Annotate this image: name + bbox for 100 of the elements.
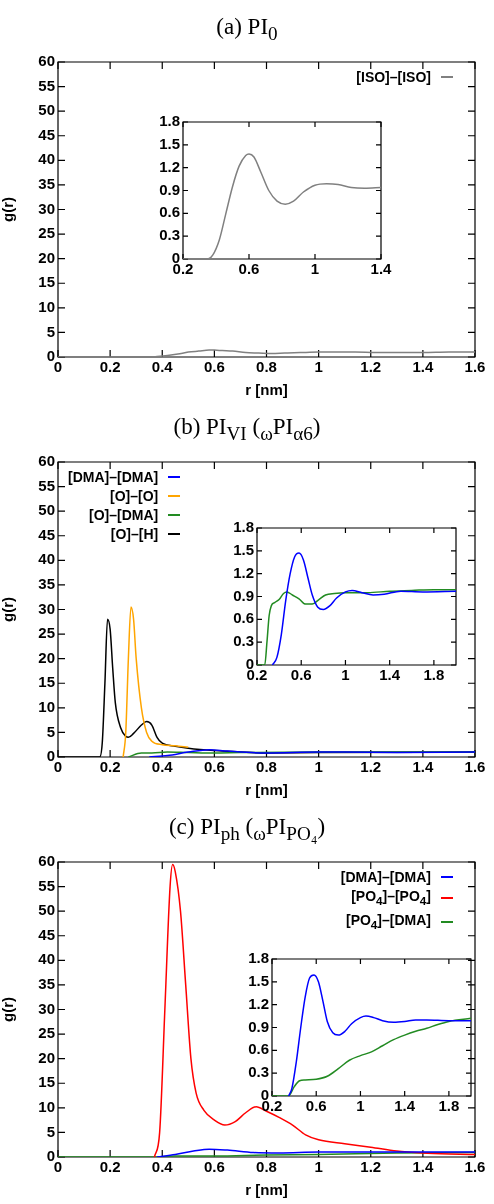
y-tick-label: 35 bbox=[38, 575, 55, 593]
y-tick-label: 1.2 bbox=[248, 994, 269, 1012]
line-series bbox=[183, 153, 381, 259]
y-tick-label: 1.8 bbox=[233, 518, 254, 536]
y-tick-label: 45 bbox=[38, 525, 55, 543]
legend-label: [ISO]–[ISO] bbox=[356, 68, 431, 86]
x-tick-label: 1.6 bbox=[464, 358, 486, 376]
y-tick-label: 0.3 bbox=[248, 1063, 269, 1081]
y-tick-label: 1.5 bbox=[159, 134, 180, 152]
legend-label: [PO$_{4}$]–[DMA] bbox=[344, 910, 431, 933]
y-tick-label: 5 bbox=[46, 322, 55, 340]
x-tick-label: 1.4 bbox=[412, 1158, 434, 1176]
x-tick-label: 0.6 bbox=[305, 1097, 327, 1115]
chart-title: (c) PI$_{ph}$ ($_{ω}$PI$_{PO₄}$) bbox=[167, 814, 327, 845]
x-tick-label: 0.6 bbox=[203, 358, 225, 376]
x-tick-label: 0.8 bbox=[256, 1158, 277, 1176]
x-tick-label: 1 bbox=[314, 1158, 323, 1176]
y-tick-label: 10 bbox=[38, 1097, 55, 1115]
y-tick-label: 25 bbox=[38, 1024, 55, 1042]
line-series bbox=[148, 748, 475, 757]
y-tick-label: 0 bbox=[46, 747, 55, 765]
y-tick-label: 30 bbox=[38, 999, 55, 1017]
y-tick-label: 0 bbox=[46, 1147, 55, 1165]
y-tick-label: 55 bbox=[38, 476, 55, 494]
y-tick-label: 20 bbox=[38, 248, 55, 266]
legend-label: [O]–[O] bbox=[109, 487, 159, 505]
y-tick-label: 40 bbox=[38, 550, 55, 568]
y-tick-label: 50 bbox=[38, 101, 55, 119]
line-series bbox=[156, 1148, 475, 1157]
y-axis-title: g(r) bbox=[0, 997, 17, 1022]
y-tick-label: 25 bbox=[38, 224, 55, 242]
x-tick-label: 0.4 bbox=[151, 758, 174, 776]
y-tick-label: 60 bbox=[38, 452, 55, 470]
x-tick-label: 0.2 bbox=[99, 358, 121, 376]
line-series bbox=[272, 1017, 471, 1096]
y-tick-label: 1.2 bbox=[233, 563, 254, 581]
x-tick-label: 1.4 bbox=[412, 758, 434, 776]
y-tick-label: 15 bbox=[38, 273, 55, 291]
y-tick-label: 25 bbox=[38, 624, 55, 642]
y-tick-label: 45 bbox=[38, 125, 55, 143]
x-tick-label: 1 bbox=[356, 1097, 365, 1115]
y-tick-label: 0.6 bbox=[248, 1040, 269, 1058]
y-tick-label: 0.3 bbox=[233, 632, 254, 650]
x-tick-label: 1 bbox=[314, 758, 323, 776]
y-tick-label: 0.6 bbox=[159, 203, 180, 221]
y-tick-label: 1.5 bbox=[233, 540, 254, 558]
y-tick-label: 15 bbox=[38, 1073, 55, 1091]
y-axis-title: g(r) bbox=[0, 597, 17, 622]
x-tick-label: 1 bbox=[314, 358, 323, 376]
x-tick-label: 0.4 bbox=[151, 1158, 174, 1176]
y-tick-label: 1.8 bbox=[159, 112, 180, 130]
legend-label: [O]–[H] bbox=[109, 525, 159, 543]
x-tick-label: 1.8 bbox=[438, 1097, 460, 1115]
y-tick-label: 10 bbox=[38, 697, 55, 715]
y-tick-label: 60 bbox=[38, 852, 55, 870]
y-tick-label: 20 bbox=[38, 648, 55, 666]
legend-label: [O]–[DMA] bbox=[88, 506, 159, 524]
y-tick-label: 0 bbox=[46, 347, 55, 365]
line-series bbox=[122, 606, 190, 757]
x-tick-label: 0.6 bbox=[203, 1158, 225, 1176]
y-tick-label: 0.9 bbox=[248, 1017, 269, 1035]
y-tick-label: 0.9 bbox=[159, 180, 180, 198]
x-tick-label: 1.2 bbox=[360, 758, 382, 776]
y-tick-label: 30 bbox=[38, 599, 55, 617]
y-tick-label: 50 bbox=[38, 501, 55, 519]
chart-title: (a) PI$_{0}$ bbox=[215, 14, 279, 45]
x-tick-label: 1.6 bbox=[464, 758, 486, 776]
y-tick-label: 40 bbox=[38, 950, 55, 968]
x-tick-label: 1.4 bbox=[370, 260, 393, 278]
y-tick-label: 1.5 bbox=[248, 971, 269, 989]
y-tick-label: 1.2 bbox=[159, 157, 180, 175]
x-tick-label: 1.4 bbox=[412, 358, 434, 376]
y-tick-label: 30 bbox=[38, 199, 55, 217]
x-tick-label: 1.8 bbox=[423, 666, 445, 684]
y-tick-label: 50 bbox=[38, 901, 55, 919]
line-series bbox=[257, 588, 456, 665]
y-tick-label: 20 bbox=[38, 1048, 55, 1066]
y-tick-label: 35 bbox=[38, 975, 55, 993]
y-tick-label: 10 bbox=[38, 297, 55, 315]
x-tick-label: 1.4 bbox=[394, 1097, 416, 1115]
line-series bbox=[287, 974, 471, 1096]
x-tick-label: 0.6 bbox=[203, 758, 225, 776]
x-tick-label: 1 bbox=[310, 260, 320, 278]
y-tick-label: 45 bbox=[38, 925, 55, 943]
y-tick-label: 5 bbox=[46, 722, 55, 740]
y-tick-label: 15 bbox=[38, 673, 55, 691]
x-tick-label: 0.8 bbox=[256, 358, 277, 376]
x-tick-label: 0.6 bbox=[290, 666, 312, 684]
y-tick-label: 40 bbox=[38, 150, 55, 168]
line-series bbox=[153, 863, 475, 1157]
legend-label: [PO$_{4}$]–[PO$_{4}$] bbox=[350, 887, 431, 909]
y-axis-title: g(r) bbox=[0, 197, 17, 222]
x-tick-label: 1.6 bbox=[464, 1158, 486, 1176]
x-tick-label: 1.2 bbox=[360, 358, 382, 376]
x-tick-label: 0.4 bbox=[151, 358, 174, 376]
x-axis-title: r [nm] bbox=[245, 781, 288, 799]
line-series bbox=[271, 552, 456, 665]
y-tick-label: 0.3 bbox=[159, 226, 180, 244]
y-tick-label: 60 bbox=[38, 52, 55, 70]
x-tick-label: 0.2 bbox=[99, 1158, 121, 1176]
